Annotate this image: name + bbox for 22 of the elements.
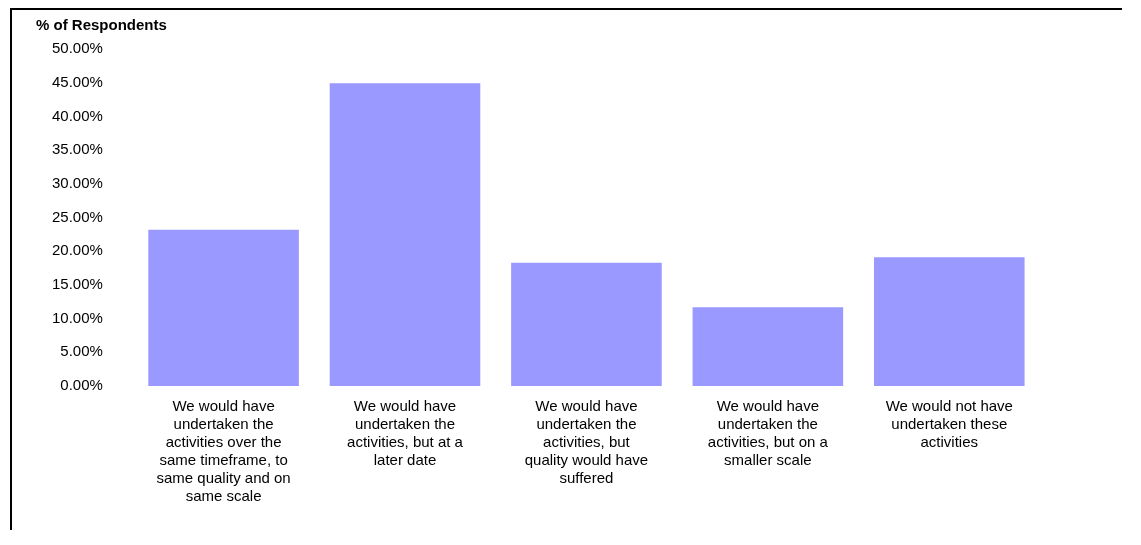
x-tick-label: We would have undertaken the activities, but at a later date [347, 397, 464, 469]
y-tick-label: 5.00% [60, 342, 103, 360]
y-tick-label: 30.00% [52, 173, 103, 191]
bar [874, 257, 1025, 386]
x-tick-label: We would not have undertaken these activities [885, 397, 1013, 451]
y-tick-label: 20.00% [52, 241, 103, 259]
y-tick-label: 25.00% [52, 207, 103, 225]
y-tick-label: 50.00% [52, 39, 103, 57]
bar [511, 262, 662, 386]
y-tick-label: 0.00% [60, 376, 103, 394]
bar [148, 229, 299, 386]
bar [692, 307, 844, 386]
y-tick-label: 10.00% [52, 308, 103, 326]
bar [329, 83, 481, 386]
y-axis-title: % of Respondents [36, 15, 167, 33]
y-tick-label: 35.00% [52, 140, 103, 158]
y-tick-label: 40.00% [52, 106, 103, 124]
y-tick-label: 45.00% [52, 72, 103, 90]
x-tick-label: We would have undertaken the activities, but on a smaller scale [707, 397, 829, 469]
x-tick-label: We would have undertaken the activities over the same timeframe, to same quality and on same scale [156, 397, 291, 505]
y-tick-label: 15.00% [52, 275, 103, 293]
x-tick-label: We would have undertaken the activities, but quality would have suffered [524, 397, 649, 487]
